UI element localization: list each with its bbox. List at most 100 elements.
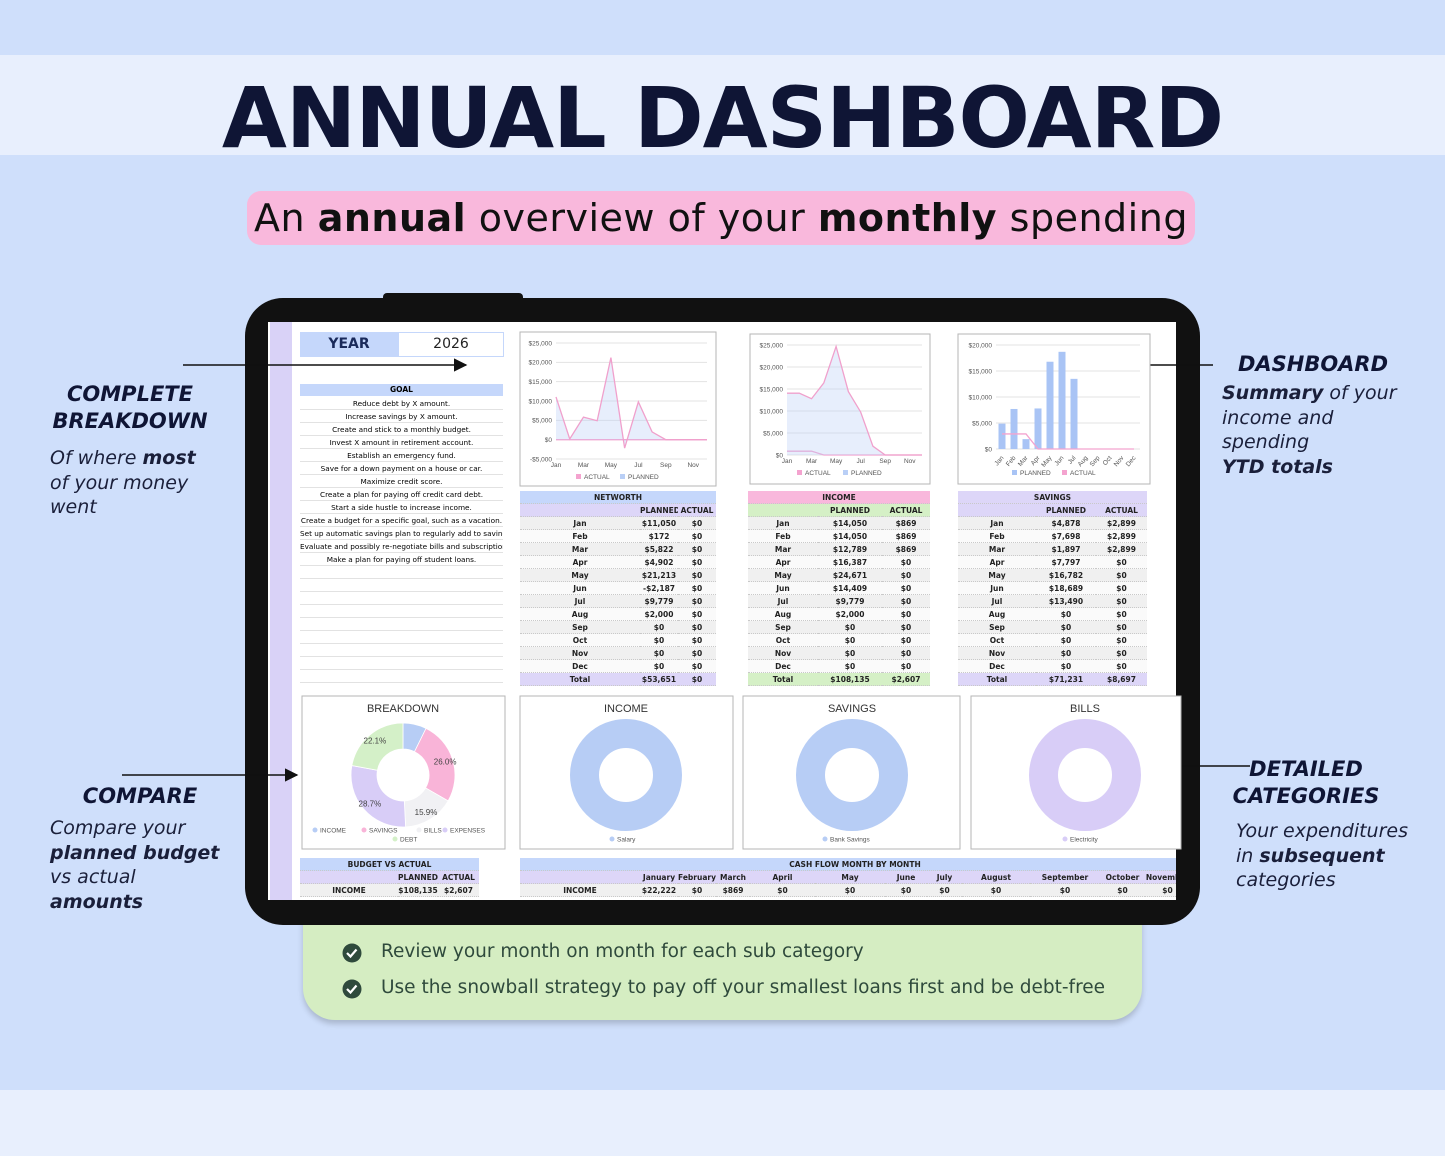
column-header: May: [815, 871, 885, 884]
text-segment: YTD totals: [1222, 455, 1333, 478]
table-value: $0: [882, 660, 930, 673]
table-value: $0: [1096, 595, 1147, 608]
text-line: amounts: [50, 890, 143, 914]
table-value: $0: [678, 884, 716, 897]
year-label: YEAR: [300, 332, 398, 357]
table-value: $2,899: [1096, 517, 1147, 530]
table-value: $0: [882, 608, 930, 621]
table-value: $12,789: [818, 543, 882, 556]
text-segment: spending: [1222, 431, 1310, 453]
table: BUDGET VS ACTUAL PLANNED ACTUAL INCOME $108,…: [300, 858, 479, 897]
text-line: Your expenditures: [1236, 819, 1408, 843]
row-label: Aug: [520, 608, 640, 621]
table-value: $2,000: [818, 608, 882, 621]
table-value: $0: [1036, 608, 1096, 621]
column-header: April: [750, 871, 815, 884]
total-cell: $8,697: [1096, 673, 1147, 686]
goal-item: Maximize credit score.: [300, 475, 503, 488]
table-value: $0: [678, 647, 716, 660]
table-value: $22,222: [640, 884, 678, 897]
table-cell: [520, 871, 640, 884]
text-line: vs actual: [50, 865, 136, 889]
text-segment: Summary: [1222, 382, 1324, 404]
goal-row: [300, 644, 503, 657]
year-value: 2026: [398, 332, 504, 357]
table-value: $0: [882, 621, 930, 634]
table-value: $0: [1096, 569, 1147, 582]
column-header: ACTUAL: [1096, 504, 1147, 517]
table-value: $0: [678, 582, 716, 595]
row-label: Jul: [748, 595, 818, 608]
row-label: Dec: [958, 660, 1036, 673]
text-line: income and: [1222, 406, 1333, 430]
row-label: Jul: [958, 595, 1036, 608]
row-label: Jun: [520, 582, 640, 595]
table-cell: [520, 504, 640, 517]
text-segment: most: [142, 447, 196, 469]
text-line: of your money: [50, 471, 188, 495]
table-value: $0: [750, 884, 815, 897]
text-segment: overview of your: [466, 196, 818, 240]
row-label: Sep: [958, 621, 1036, 634]
text-segment: Compare your: [50, 817, 186, 839]
goal-item: Make a plan for paying off student loans…: [300, 553, 503, 566]
callout-title: COMPLETE: [67, 382, 193, 406]
table-value: $0: [678, 660, 716, 673]
callout-title: BREAKDOWN: [52, 409, 208, 433]
goal-row: [300, 618, 503, 631]
top-band: [0, 55, 1445, 155]
row-label: Sep: [520, 621, 640, 634]
table-cell: [958, 504, 1036, 517]
table-value: $0: [1036, 660, 1096, 673]
row-label: Jan: [748, 517, 818, 530]
table-value: $0: [1036, 647, 1096, 660]
goal-item: Start a side hustle to increase income.: [300, 501, 503, 514]
column-header: February: [678, 871, 716, 884]
table-value: $0: [678, 530, 716, 543]
table-value: $869: [882, 517, 930, 530]
column-header: September: [1030, 871, 1100, 884]
goal-item: Increase savings by X amount.: [300, 410, 503, 423]
total-cell: Total: [958, 673, 1036, 686]
callout-title: DETAILED: [1249, 757, 1363, 781]
table-value: $0: [678, 556, 716, 569]
total-cell: Total: [520, 673, 640, 686]
goal-row: [300, 605, 503, 618]
goal-row: [300, 670, 503, 683]
goal-item: Evaluate and possibly re-negotiate bills…: [300, 542, 503, 553]
text-segment: of your: [1323, 382, 1397, 404]
table-value: $0: [818, 634, 882, 647]
table-value: $0: [962, 884, 1030, 897]
text-line: went: [50, 495, 97, 519]
table-value: $0: [1096, 556, 1147, 569]
table-value: $0: [640, 634, 678, 647]
column-header: July: [927, 871, 962, 884]
row-label: Oct: [748, 634, 818, 647]
table-value: $0: [882, 569, 930, 582]
table-value: $0: [882, 582, 930, 595]
row-label: Nov: [520, 647, 640, 660]
table-value: $0: [882, 647, 930, 660]
text-line: in subsequent: [1236, 844, 1385, 868]
table-value: $14,409: [818, 582, 882, 595]
goal-item: Create a budget for a specific goal, suc…: [300, 516, 503, 527]
table-value: $0: [678, 569, 716, 582]
table-value: $0: [885, 884, 927, 897]
goal-item: Create a plan for paying off credit card…: [300, 488, 503, 501]
table-value: $13,490: [1036, 595, 1096, 608]
table-value: -$2,187: [640, 582, 678, 595]
table-value: $0: [1030, 884, 1100, 897]
column-header: ACTUAL: [438, 871, 479, 884]
table-value: $0: [1096, 621, 1147, 634]
column-header: ACTUAL: [678, 504, 716, 517]
row-label: Jun: [748, 582, 818, 595]
total-cell: $53,651: [640, 673, 678, 686]
text-line: Summary of your: [1222, 381, 1397, 405]
table-value: $0: [927, 884, 962, 897]
table-value: $0: [1096, 634, 1147, 647]
column-header: PLANNED: [1036, 504, 1096, 517]
table-value: $108,135: [398, 884, 438, 897]
text-segment: annual: [317, 196, 467, 240]
table-value: $869: [882, 543, 930, 556]
